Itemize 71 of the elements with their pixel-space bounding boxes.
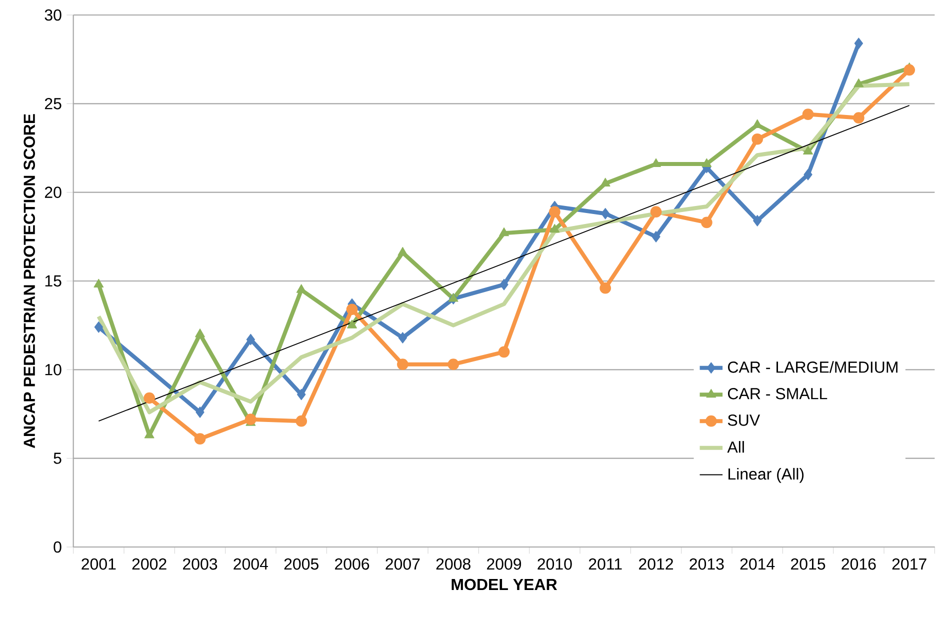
y-tick-label: 5 [54, 452, 62, 464]
legend-label: SUV [728, 414, 760, 426]
point [94, 278, 104, 288]
x-tick-label: 2007 [386, 558, 420, 570]
x-tick-label: 2001 [82, 558, 116, 570]
x-tick-label: 2012 [639, 558, 673, 570]
point [701, 216, 712, 228]
point [397, 358, 408, 370]
y-tick-label: 25 [44, 98, 62, 110]
legend-label: Linear (All) [728, 468, 804, 483]
y-tick-label: 10 [45, 364, 62, 376]
point [245, 414, 256, 425]
point [854, 38, 864, 50]
point [804, 168, 812, 180]
x-tick-label: 2016 [842, 558, 876, 570]
point [600, 178, 610, 186]
x-tick-label: 2011 [588, 558, 622, 570]
y-tick-label: 0 [54, 541, 62, 553]
y-tick-label: 20 [44, 186, 62, 198]
point [398, 246, 408, 256]
point [448, 293, 458, 302]
point [346, 304, 358, 316]
y-tick-label: 30 [44, 9, 62, 21]
point [297, 388, 306, 400]
point [347, 320, 357, 328]
point [296, 284, 306, 293]
x-tick-label: 2014 [740, 558, 775, 570]
point [652, 231, 660, 242]
point [194, 433, 206, 444]
point [854, 78, 864, 88]
x-tick-label: 2005 [284, 558, 318, 570]
point [144, 392, 156, 404]
legend-label: CAR - LARGE/MEDIUM [728, 361, 898, 373]
x-tick-label: 2002 [132, 558, 166, 570]
point [246, 334, 256, 346]
x-tick-label: 2017 [892, 558, 926, 570]
point [144, 430, 154, 438]
point [753, 215, 762, 226]
point [498, 346, 510, 358]
point [600, 282, 612, 294]
y-axis-title: ANCAP PEDESTRIAN PROTECTION SCORE [24, 114, 35, 448]
point [94, 321, 104, 333]
x-tick-label: 2008 [436, 558, 470, 570]
x-tick-label: 2015 [791, 558, 826, 570]
x-tick-label: 2004 [234, 558, 268, 570]
point [195, 328, 205, 338]
x-tick-label: 2006 [335, 558, 370, 570]
x-tick-label: 2013 [690, 558, 724, 570]
point [549, 206, 560, 218]
point [550, 224, 560, 233]
point [702, 158, 712, 167]
x-axis-title: MODEL YEAR [452, 578, 558, 590]
point [904, 64, 916, 76]
point [650, 206, 662, 218]
point [499, 227, 509, 236]
point [752, 133, 764, 145]
x-tick-label: 2003 [183, 558, 218, 570]
y-tick-label: 15 [45, 275, 62, 287]
legend-label: All [727, 441, 744, 453]
point [803, 146, 813, 155]
point [196, 406, 204, 418]
point [802, 108, 814, 120]
point [448, 358, 460, 370]
legend-label: CAR - SMALL [728, 388, 828, 400]
x-tick-label: 2010 [538, 558, 572, 570]
x-tick-label: 2009 [487, 558, 522, 570]
point [500, 278, 508, 290]
point [853, 112, 864, 124]
point [601, 208, 610, 220]
point [296, 415, 308, 427]
point [398, 332, 408, 344]
